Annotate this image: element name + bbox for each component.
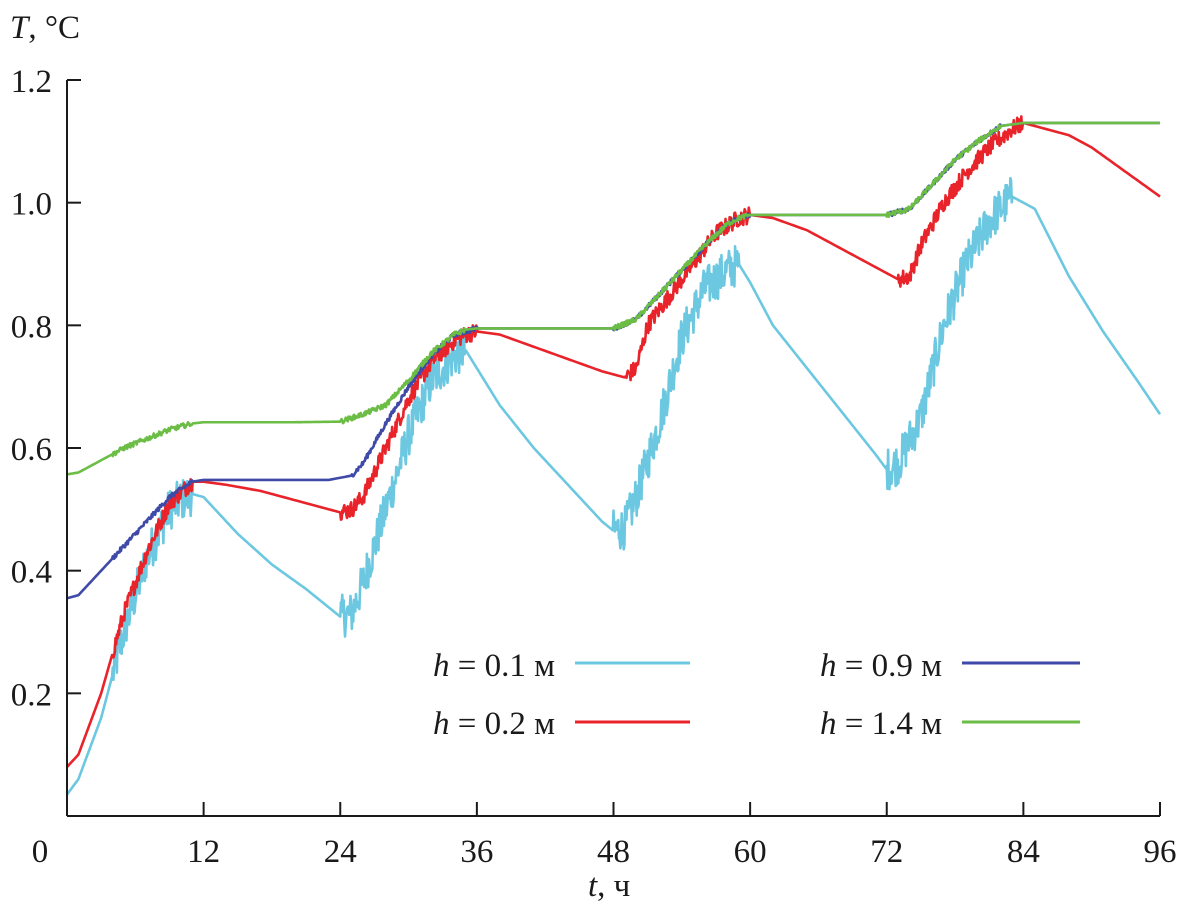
y-axis-unit: , °C: [28, 10, 80, 46]
x-tick-label-48: 48: [597, 834, 630, 870]
legend-rest-h01: = 0.1 м: [450, 648, 556, 684]
x-axis-unit: , ч: [597, 868, 630, 904]
x-tick-label-84: 84: [1007, 834, 1040, 870]
y-tick-label-1.0: 1.0: [11, 187, 52, 223]
legend-rest-h14: = 1.4 м: [837, 706, 943, 742]
series-line-1.4: [66, 121, 1161, 476]
legend-var-h09: h: [820, 648, 837, 684]
legend-label-h09: h = 0.9 м: [820, 648, 942, 684]
plot-lines: [65, 115, 1162, 796]
legend-label-h01: h = 0.1 м: [433, 648, 555, 684]
legend: h = 0.1 м h = 0.2 м h = 0.9 м h = 1.4 м: [433, 648, 1080, 742]
x-tick-label-24: 24: [324, 834, 357, 870]
x-tick-label-12: 12: [187, 834, 220, 870]
x-tick-label-72: 72: [870, 834, 903, 870]
legend-rest-h09: = 0.9 м: [837, 648, 943, 684]
y-tick-label-0.4: 0.4: [11, 555, 52, 591]
x-tick-label-96: 96: [1144, 834, 1177, 870]
y-ticks: 0.2 0.4 0.6 0.8 1.0 1.2: [11, 64, 81, 713]
y-tick-label-0.2: 0.2: [11, 677, 52, 713]
legend-var-h02: h: [433, 706, 450, 742]
x-axis-variable: t: [588, 868, 598, 904]
y-tick-label-0.6: 0.6: [11, 432, 52, 468]
series-line-0.2: [66, 115, 1161, 768]
y-tick-label-0.8: 0.8: [11, 309, 52, 345]
series-line-0.1: [65, 176, 1162, 796]
x-tick-label-60: 60: [734, 834, 767, 870]
y-tick-label-1.2: 1.2: [11, 64, 52, 100]
x-tick-label-0: 0: [32, 834, 49, 870]
x-ticks: 0 12 24 36 48 60 72 84 96: [32, 802, 1177, 870]
x-axis-title: t, ч: [588, 868, 630, 904]
legend-label-h02: h = 0.2 м: [433, 706, 555, 742]
axes: [66, 80, 1160, 817]
legend-rest-h02: = 0.2 м: [450, 706, 556, 742]
legend-var-h01: h: [433, 648, 450, 684]
y-axis-title: T, °C: [10, 10, 80, 46]
y-axis-variable: T: [10, 10, 31, 46]
legend-label-h14: h = 1.4 м: [820, 706, 942, 742]
x-tick-label-36: 36: [460, 834, 493, 870]
legend-var-h14: h: [820, 706, 837, 742]
